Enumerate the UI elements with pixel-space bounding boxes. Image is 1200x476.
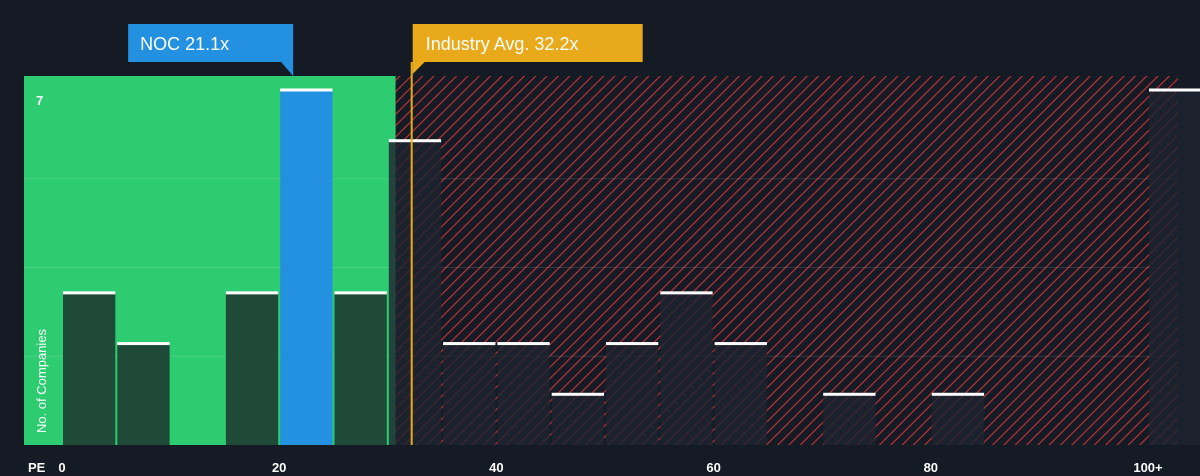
bar-top-cap: [551, 392, 604, 396]
x-tick-label: 40: [489, 460, 503, 475]
company-label: NOC 21.1x: [140, 34, 229, 54]
bar-top-cap: [823, 392, 876, 396]
histogram-bar: [388, 139, 442, 445]
bar-body: [1149, 90, 1200, 445]
x-tick-label: 20: [272, 460, 286, 475]
bar-body: [280, 90, 333, 445]
histogram-bar: [334, 291, 387, 445]
bar-body: [714, 343, 767, 445]
histogram-bar: [225, 291, 279, 445]
bar-body: [443, 343, 496, 445]
bar-top-cap: [714, 342, 767, 346]
x-tick-label: 100+: [1133, 460, 1163, 475]
histogram-bar: [443, 342, 496, 445]
histogram-bar: [714, 342, 767, 445]
histogram-bar: [551, 392, 604, 445]
histogram-bar: [117, 342, 170, 445]
bar-top-cap: [606, 342, 659, 346]
histogram-bar: [660, 291, 713, 445]
bar-body: [606, 343, 659, 445]
bar-top-cap: [497, 342, 550, 346]
bar-body: [497, 343, 550, 445]
bar-top-cap: [660, 291, 713, 295]
company-label-box: [128, 24, 294, 62]
histogram-bar: [497, 342, 550, 445]
x-tick-label: 80: [924, 460, 938, 475]
y-axis-label: No. of Companies: [34, 328, 49, 433]
company-label-pointer: [281, 62, 294, 76]
bar-top-cap: [334, 291, 387, 295]
histogram-bar: [931, 392, 985, 445]
bar-top-cap: [280, 88, 333, 92]
histogram-bar: [606, 342, 659, 445]
bar-top-cap: [931, 392, 985, 396]
bar-top-cap: [225, 291, 279, 295]
bar-body: [63, 292, 116, 445]
bar-body: [117, 343, 170, 445]
bar-body: [823, 394, 876, 445]
bar-top-cap: [388, 139, 442, 143]
bar-body: [931, 394, 985, 445]
bar-top-cap: [1149, 88, 1200, 92]
bar-top-cap: [443, 342, 496, 346]
industry-average-label-box: [412, 24, 643, 62]
histogram-bar: [1149, 88, 1200, 445]
bar-body: [225, 292, 279, 445]
histogram-bar: [63, 291, 116, 445]
y-tick-label: 7: [36, 93, 43, 108]
bar-body: [660, 292, 713, 445]
x-axis-label: PE: [28, 460, 46, 475]
highlighted-bar: [280, 88, 333, 445]
bar-body: [334, 292, 387, 445]
bar-body: [388, 140, 442, 445]
x-tick-label: 0: [58, 460, 65, 475]
bar-top-cap: [117, 342, 170, 346]
bar-top-cap: [63, 291, 116, 295]
x-tick-label: 60: [706, 460, 720, 475]
industry-average-label: Industry Avg. 32.2x: [426, 34, 579, 54]
industry-label-pointer: [412, 62, 425, 74]
histogram-bar: [823, 392, 876, 445]
bar-body: [551, 394, 604, 445]
